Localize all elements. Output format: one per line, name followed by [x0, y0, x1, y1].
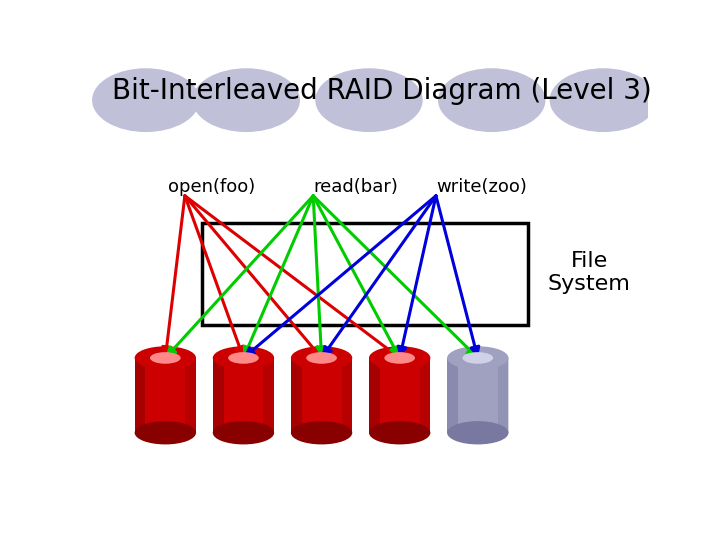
Text: read(bar): read(bar): [313, 178, 398, 196]
Bar: [135, 358, 145, 433]
Ellipse shape: [384, 352, 415, 364]
Bar: [291, 358, 352, 433]
Ellipse shape: [447, 346, 508, 369]
Ellipse shape: [438, 69, 545, 131]
Ellipse shape: [150, 352, 181, 364]
Ellipse shape: [135, 421, 196, 444]
Bar: [185, 358, 196, 433]
Text: File
System: File System: [548, 251, 631, 294]
Text: open(foo): open(foo): [168, 178, 256, 196]
Bar: [202, 223, 528, 325]
Text: Bit-Interleaved RAID Diagram (Level 3): Bit-Interleaved RAID Diagram (Level 3): [112, 77, 652, 105]
Ellipse shape: [93, 69, 199, 131]
Ellipse shape: [316, 69, 422, 131]
Ellipse shape: [291, 346, 352, 369]
Bar: [264, 358, 274, 433]
Bar: [213, 358, 223, 433]
Ellipse shape: [291, 421, 352, 444]
Ellipse shape: [447, 421, 508, 444]
Ellipse shape: [193, 69, 300, 131]
Bar: [447, 358, 458, 433]
Ellipse shape: [462, 352, 493, 364]
Bar: [447, 358, 508, 433]
Bar: [498, 358, 508, 433]
Bar: [291, 358, 302, 433]
Bar: [341, 358, 352, 433]
Bar: [135, 358, 196, 433]
Ellipse shape: [213, 346, 274, 369]
Ellipse shape: [306, 352, 337, 364]
Bar: [213, 358, 274, 433]
Ellipse shape: [369, 421, 431, 444]
Text: write(zoo): write(zoo): [436, 178, 527, 196]
Bar: [420, 358, 431, 433]
Ellipse shape: [213, 421, 274, 444]
Ellipse shape: [228, 352, 258, 364]
Ellipse shape: [369, 346, 431, 369]
Bar: [369, 358, 431, 433]
Ellipse shape: [550, 69, 657, 131]
Ellipse shape: [135, 346, 196, 369]
Bar: [369, 358, 379, 433]
